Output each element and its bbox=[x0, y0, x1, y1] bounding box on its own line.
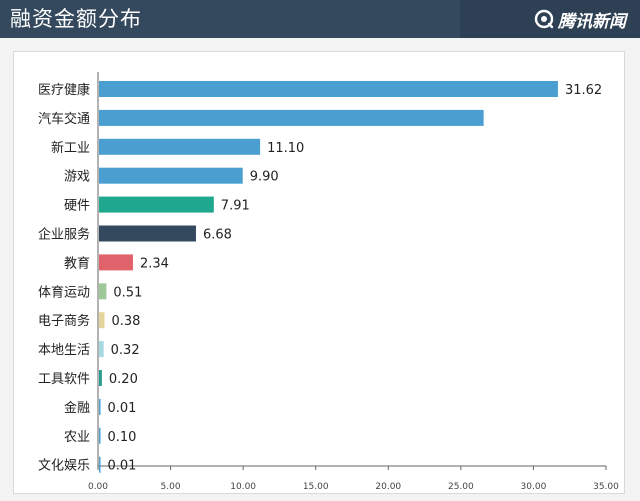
header-bar: 融资金额分布 腾讯新闻 bbox=[0, 0, 640, 38]
x-tick-label: 20.00 bbox=[375, 482, 401, 492]
chart-card: 0.00 5.00 10.00 15.00 20.00 25.00 30.00 35.00 医疗… bbox=[13, 51, 625, 494]
category-label: 体育运动 bbox=[38, 284, 90, 300]
value-label: 9.90 bbox=[250, 170, 279, 185]
category-label: 金融 bbox=[64, 400, 90, 416]
value-label: 0.20 bbox=[109, 372, 138, 387]
bar[interactable] bbox=[99, 283, 107, 300]
category-label: 医疗健康 bbox=[38, 82, 90, 98]
category-label: 游戏 bbox=[64, 170, 90, 185]
category-label: 企业服务 bbox=[38, 227, 90, 243]
bar[interactable] bbox=[99, 341, 104, 358]
brand-area: 腾讯新闻 bbox=[460, 0, 640, 38]
x-tick-label: 5.00 bbox=[161, 482, 181, 492]
bar[interactable] bbox=[99, 81, 558, 97]
value-label: 11.10 bbox=[267, 141, 304, 156]
tencent-news-logo-icon bbox=[534, 9, 554, 29]
bar[interactable] bbox=[99, 312, 105, 329]
value-label: 6.68 bbox=[203, 228, 232, 243]
category-label: 教育 bbox=[64, 255, 90, 271]
category-label: 文化娱乐 bbox=[38, 459, 90, 474]
bar[interactable] bbox=[99, 109, 484, 126]
bar[interactable] bbox=[99, 456, 101, 473]
x-tick-label: 25.00 bbox=[448, 482, 474, 492]
category-label: 农业 bbox=[64, 430, 90, 445]
x-tick-label: 0.00 bbox=[88, 482, 108, 492]
x-tick-label: 35.00 bbox=[593, 482, 619, 492]
value-label: 0.01 bbox=[108, 459, 137, 474]
bar[interactable] bbox=[99, 427, 101, 444]
bar[interactable] bbox=[99, 138, 261, 155]
x-tick-label: 30.00 bbox=[521, 482, 547, 492]
value-label: 31.62 bbox=[565, 83, 602, 98]
category-label: 本地生活 bbox=[38, 343, 90, 358]
value-label: 0.10 bbox=[108, 430, 137, 445]
bar[interactable] bbox=[99, 196, 214, 213]
value-label: 0.01 bbox=[108, 401, 137, 416]
category-label: 电子商务 bbox=[38, 313, 90, 329]
bar-chart: 0.00 5.00 10.00 15.00 20.00 25.00 30.00 35.00 医疗… bbox=[38, 72, 619, 492]
value-label: 0.32 bbox=[111, 343, 140, 358]
value-label: 0.51 bbox=[113, 285, 142, 300]
brand-name: 腾讯新闻 bbox=[558, 11, 626, 32]
bar[interactable] bbox=[99, 167, 243, 184]
x-tick-label: 15.00 bbox=[303, 482, 329, 492]
category-label: 工具软件 bbox=[38, 372, 90, 387]
value-label: 7.91 bbox=[221, 199, 250, 214]
value-label: 0.38 bbox=[112, 314, 141, 329]
bar[interactable] bbox=[99, 225, 196, 242]
category-label: 硬件 bbox=[64, 199, 90, 214]
brand-logo[interactable]: 腾讯新闻 bbox=[534, 7, 626, 32]
category-label: 新工业 bbox=[51, 140, 90, 156]
x-tick-label: 10.00 bbox=[230, 482, 256, 492]
value-label: 2.34 bbox=[140, 256, 169, 271]
bar[interactable] bbox=[99, 254, 133, 271]
page-title: 融资金额分布 bbox=[10, 7, 142, 31]
category-label: 汽车交通 bbox=[38, 111, 90, 127]
bar[interactable] bbox=[99, 398, 101, 415]
bar[interactable] bbox=[99, 370, 102, 386]
